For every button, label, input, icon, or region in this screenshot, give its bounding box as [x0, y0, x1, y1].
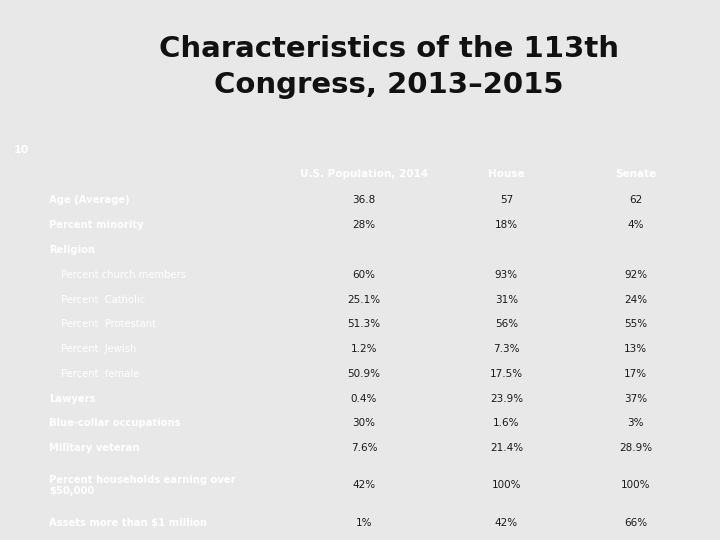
Text: 100%: 100% [621, 481, 650, 490]
Text: 13%: 13% [624, 344, 647, 354]
Text: 17.5%: 17.5% [490, 369, 523, 379]
Text: 30%: 30% [353, 418, 376, 428]
Text: 56%: 56% [495, 319, 518, 329]
Text: 36.8: 36.8 [352, 195, 376, 205]
Text: 28%: 28% [353, 220, 376, 230]
Text: Percent  female: Percent female [60, 369, 139, 379]
Text: Percent  Catholic: Percent Catholic [60, 294, 145, 305]
Text: 93%: 93% [495, 270, 518, 280]
Text: U.S. Population, 2014: U.S. Population, 2014 [300, 169, 428, 179]
Text: House: House [488, 169, 525, 179]
Text: Military veteran: Military veteran [49, 443, 139, 453]
Text: Religion: Religion [49, 245, 95, 255]
Text: Percent minority: Percent minority [49, 220, 143, 230]
Text: 21.4%: 21.4% [490, 443, 523, 453]
Text: Characteristics of the 113th
Congress, 2013–2015: Characteristics of the 113th Congress, 2… [159, 35, 618, 99]
Text: 7.6%: 7.6% [351, 443, 377, 453]
Text: Blue-collar occupations: Blue-collar occupations [49, 418, 180, 428]
Text: 100%: 100% [492, 481, 521, 490]
Text: 1.2%: 1.2% [351, 344, 377, 354]
Text: 7.3%: 7.3% [493, 344, 520, 354]
Text: 42%: 42% [495, 518, 518, 528]
Text: 62: 62 [629, 195, 642, 205]
Text: 31%: 31% [495, 294, 518, 305]
Text: Senate: Senate [615, 169, 656, 179]
Text: 50.9%: 50.9% [348, 369, 381, 379]
Text: Assets more than $1 million: Assets more than $1 million [49, 518, 207, 528]
Text: Age (Average): Age (Average) [49, 195, 130, 205]
Text: 51.3%: 51.3% [348, 319, 381, 329]
Text: 17%: 17% [624, 369, 647, 379]
Text: 24%: 24% [624, 294, 647, 305]
Text: 57: 57 [500, 195, 513, 205]
Text: Percent  Jewish: Percent Jewish [60, 344, 136, 354]
Text: Percent households earning over
$50,000: Percent households earning over $50,000 [49, 475, 235, 496]
Text: 3%: 3% [627, 418, 644, 428]
Text: 66%: 66% [624, 518, 647, 528]
Text: 18%: 18% [495, 220, 518, 230]
Text: Percent church members: Percent church members [60, 270, 186, 280]
Text: 55%: 55% [624, 319, 647, 329]
Text: Percent  Protestant: Percent Protestant [60, 319, 156, 329]
Text: 23.9%: 23.9% [490, 394, 523, 404]
Text: 1%: 1% [356, 518, 372, 528]
Text: 28.9%: 28.9% [619, 443, 652, 453]
Text: 42%: 42% [353, 481, 376, 490]
Text: Lawyers: Lawyers [49, 394, 95, 404]
Text: 10: 10 [13, 145, 29, 155]
Text: 60%: 60% [353, 270, 376, 280]
Text: 92%: 92% [624, 270, 647, 280]
Text: 1.6%: 1.6% [493, 418, 520, 428]
Text: 0.4%: 0.4% [351, 394, 377, 404]
Text: 4%: 4% [627, 220, 644, 230]
Text: 37%: 37% [624, 394, 647, 404]
Text: 25.1%: 25.1% [348, 294, 381, 305]
